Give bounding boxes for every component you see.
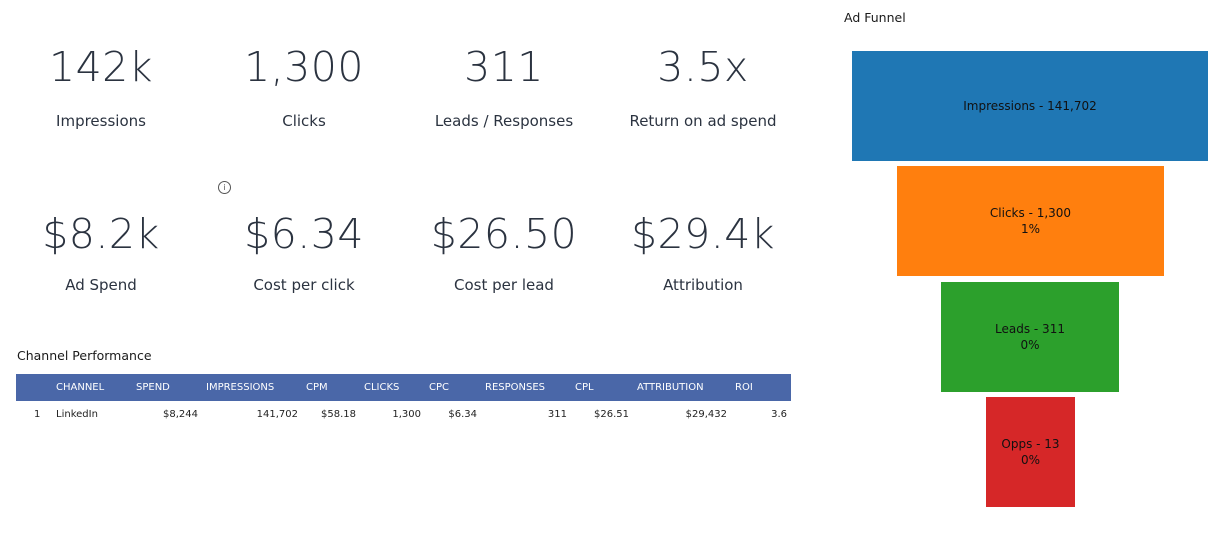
funnel-stage-opps[interactable]: Opps - 13 0% (986, 397, 1075, 507)
kpi-value: 3.5x (657, 43, 749, 91)
kpi-label: Cost per click (253, 276, 355, 294)
cell-channel: LinkedIn (56, 408, 98, 420)
kpi-attribution: $29.4k Attribution (603, 210, 803, 294)
funnel-stage-percent: 0% (1020, 453, 1041, 467)
kpi-value: $6.34 (244, 210, 364, 258)
funnel-stage-clicks[interactable]: Clicks - 1,300 1% (897, 166, 1164, 276)
table-header-row: CHANNEL SPEND IMPRESSIONS CPM CLICKS CPC… (16, 374, 791, 401)
kpi-value: $29.4k (630, 210, 776, 258)
column-header-responses[interactable]: RESPONSES (481, 374, 571, 401)
kpi-ad-spend: $8.2k Ad Spend (1, 210, 201, 294)
kpi-leads: 311 Leads / Responses (404, 43, 604, 130)
kpi-clicks: 1,300 Clicks (204, 43, 404, 130)
kpi-value: 142k (49, 43, 153, 91)
channel-performance-title: Channel Performance (17, 348, 152, 363)
kpi-impressions: 142k Impressions (1, 43, 201, 130)
cell-impressions: 141,702 (256, 408, 298, 420)
kpi-value: $26.50 (430, 210, 578, 258)
kpi-value: $8.2k (42, 210, 160, 258)
cell-cpm: $58.18 (321, 408, 356, 420)
cell-roi: 3.6 (771, 408, 787, 420)
cell-responses: 311 (547, 408, 567, 420)
cell-spend: $8,244 (163, 408, 198, 420)
kpi-label: Impressions (56, 112, 146, 130)
info-icon[interactable]: i (218, 181, 231, 194)
kpi-value: 1,300 (244, 43, 364, 91)
funnel-stage-label: Opps - 13 (1001, 437, 1060, 451)
cell-clicks: 1,300 (392, 408, 421, 420)
kpi-label: Attribution (663, 276, 743, 294)
column-header-attribution[interactable]: ATTRIBUTION (633, 374, 731, 401)
cell-index: 1 (34, 408, 41, 420)
kpi-label: Clicks (282, 112, 326, 130)
funnel-stage-percent: 1% (1020, 222, 1041, 236)
cell-cpl: $26.51 (594, 408, 629, 420)
cell-attribution: $29,432 (685, 408, 727, 420)
channel-performance-table: CHANNEL SPEND IMPRESSIONS CPM CLICKS CPC… (16, 374, 791, 427)
column-header-cpm[interactable]: CPM (302, 374, 360, 401)
ad-funnel-title: Ad Funnel (844, 10, 906, 25)
kpi-cost-per-click: $6.34 Cost per click (204, 210, 404, 294)
column-header-impressions[interactable]: IMPRESSIONS (202, 374, 302, 401)
funnel-stage-label: Impressions - 141,702 (963, 99, 1097, 113)
kpi-roas: 3.5x Return on ad spend (603, 43, 803, 130)
kpi-label: Return on ad spend (629, 112, 777, 130)
kpi-label: Leads / Responses (434, 112, 574, 130)
cell-cpc: $6.34 (448, 408, 477, 420)
column-header-index[interactable] (16, 374, 52, 401)
column-header-spend[interactable]: SPEND (132, 374, 202, 401)
column-header-clicks[interactable]: CLICKS (360, 374, 425, 401)
kpi-label: Ad Spend (65, 276, 137, 294)
kpi-label: Cost per lead (454, 276, 554, 294)
funnel-stage-label: Clicks - 1,300 (989, 206, 1072, 220)
kpi-cost-per-lead: $26.50 Cost per lead (404, 210, 604, 294)
funnel-stage-impressions[interactable]: Impressions - 141,702 (852, 51, 1208, 161)
column-header-cpc[interactable]: CPC (425, 374, 481, 401)
funnel-stage-percent: 0% (1020, 338, 1040, 352)
funnel-stage-label: Leads - 311 (995, 322, 1065, 336)
kpi-value: 311 (464, 43, 544, 91)
table-row[interactable]: 1 LinkedIn $8,244 141,702 $58.18 1,300 $… (16, 401, 791, 427)
column-header-roi[interactable]: ROI (731, 374, 791, 401)
funnel-stage-leads[interactable]: Leads - 311 0% (941, 282, 1119, 392)
column-header-channel[interactable]: CHANNEL (52, 374, 132, 401)
column-header-cpl[interactable]: CPL (571, 374, 633, 401)
